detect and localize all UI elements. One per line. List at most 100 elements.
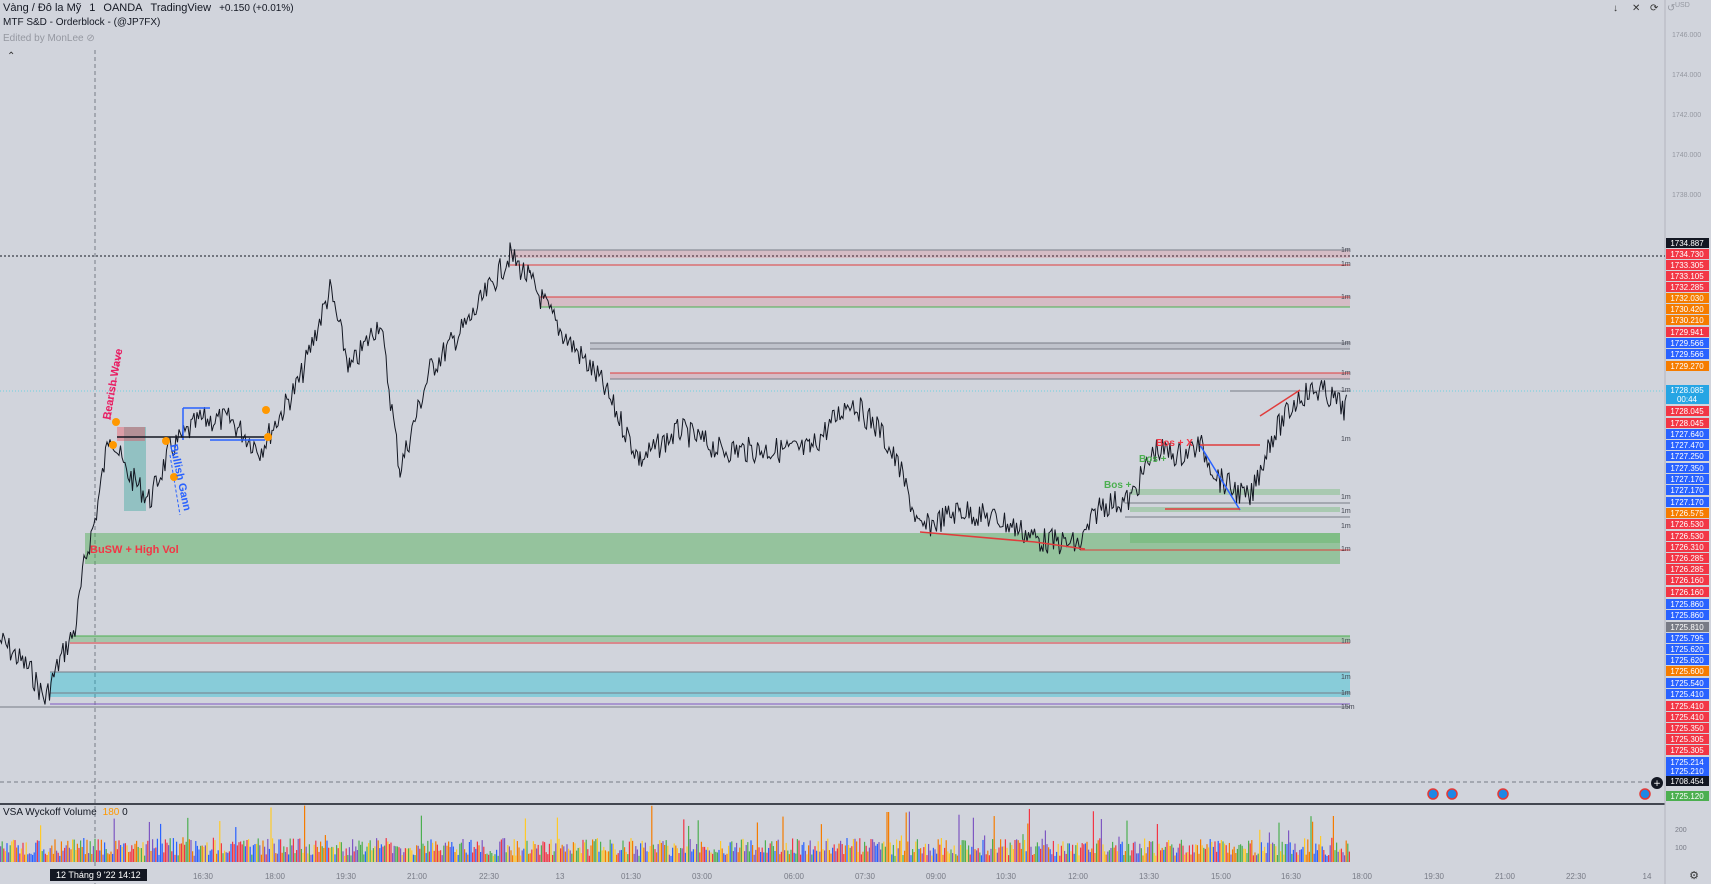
volume-bar <box>1313 853 1315 862</box>
collapse-icon[interactable]: ⌃ <box>7 51 16 62</box>
volume-bar <box>1299 849 1301 862</box>
close-icon[interactable]: ✕ <box>1632 3 1641 14</box>
volume-bar <box>321 846 323 862</box>
arrow-down-icon[interactable]: ↓ <box>1613 3 1618 14</box>
volume-bar <box>984 835 986 862</box>
volume-bar <box>35 842 37 862</box>
volume-bar <box>982 839 984 862</box>
price-label: 1730.420 <box>1670 305 1704 314</box>
volume-bar <box>1307 839 1309 862</box>
refresh-icon[interactable]: ⟳ <box>1650 3 1659 14</box>
zone <box>70 636 1350 642</box>
volume-bar <box>628 841 630 862</box>
volume-bar <box>968 845 970 862</box>
volume-bar <box>1273 844 1275 862</box>
price-label-bg <box>1666 497 1709 507</box>
volume-bar <box>158 854 160 862</box>
zone-timeframe-label: 1m <box>1341 294 1351 301</box>
volume-bar <box>652 844 654 862</box>
price-label-bg <box>1666 553 1709 563</box>
volume-bar <box>1009 842 1011 862</box>
volume-bar <box>808 845 810 862</box>
volume-bar <box>1244 848 1246 862</box>
volume-bar <box>1240 844 1242 862</box>
exchange: OANDA <box>103 2 143 14</box>
indicator-edited[interactable]: Edited by MonLee ⊘ <box>3 33 95 44</box>
volume-bar <box>1225 845 1227 862</box>
volume-bar <box>380 844 382 862</box>
volume-bar <box>606 851 608 862</box>
volume-bar <box>936 853 938 862</box>
pivot-marker <box>170 473 178 481</box>
volume-bar <box>204 845 206 862</box>
volume-bar <box>512 855 514 862</box>
price-label: 00:44 <box>1677 395 1698 404</box>
volume-bar <box>752 845 754 862</box>
volume-bar <box>987 850 989 862</box>
volume-bar <box>268 848 270 862</box>
volume-bar <box>851 846 853 862</box>
volume-bar <box>915 841 917 862</box>
volume-bar <box>721 848 723 862</box>
volume-bar <box>1251 840 1253 862</box>
settings-gear-icon[interactable]: ⚙ <box>1689 870 1699 882</box>
zone <box>117 427 145 441</box>
volume-bar <box>1182 845 1184 862</box>
volume-bar <box>459 843 461 862</box>
price-label: 1726.160 <box>1670 588 1704 597</box>
volume-bar <box>1204 848 1206 862</box>
volume-bar <box>539 854 541 862</box>
volume-bar <box>280 839 282 862</box>
zone-timeframe-label: 1m <box>1341 690 1351 697</box>
volume-bar <box>377 840 379 862</box>
volume-bar <box>916 839 918 862</box>
time-tick: 07:30 <box>855 872 876 881</box>
time-tick: 14 <box>1643 872 1652 881</box>
volume-bar <box>710 852 712 862</box>
volume-bar <box>1169 845 1171 862</box>
volume-bar <box>1180 839 1182 862</box>
volume-bar <box>153 848 155 862</box>
volume-bar <box>561 844 563 862</box>
symbol-name[interactable]: Vàng / Đô la Mỹ <box>3 2 82 14</box>
price-label: 1725.410 <box>1670 713 1704 722</box>
volume-bar <box>1236 848 1238 862</box>
volume-bar <box>952 853 954 862</box>
volume-bar <box>0 846 2 862</box>
volume-bar <box>1163 849 1165 862</box>
volume-bar <box>40 825 42 862</box>
volume-bar <box>462 838 464 862</box>
volume-bar <box>804 850 806 862</box>
volume-bar <box>1118 836 1120 862</box>
undo-icon[interactable]: ↺ <box>1667 3 1676 14</box>
volume-bar <box>142 842 144 862</box>
volume-bar <box>353 851 355 862</box>
volume-bar <box>25 842 27 862</box>
volume-bar <box>1068 843 1070 862</box>
volume-bar <box>1033 853 1035 862</box>
pivot-marker <box>112 418 120 426</box>
volume-bar <box>254 844 256 862</box>
volume-bar <box>1238 844 1240 862</box>
volume-bar <box>809 840 811 862</box>
indicator-mtf-sd[interactable]: MTF S&D - Orderblock - (@JP7FX) <box>3 17 161 28</box>
volume-bar <box>1129 855 1131 862</box>
volume-bar <box>816 850 818 862</box>
volume-bar <box>977 848 979 862</box>
volume-bar <box>632 840 634 862</box>
volume-bar <box>156 838 158 862</box>
volume-bar <box>1092 811 1094 862</box>
volume-bar <box>456 849 458 862</box>
price-label: 1727.250 <box>1670 452 1704 461</box>
interval[interactable]: 1 <box>89 2 96 14</box>
eye-hidden-icon[interactable]: ⊘ <box>86 33 95 44</box>
volume-bar <box>184 844 186 862</box>
volume-bar <box>764 840 766 862</box>
volume-bar <box>160 823 162 862</box>
time-tick: 19:30 <box>336 872 357 881</box>
volume-bar <box>211 849 213 862</box>
volume-bar <box>832 847 834 862</box>
volume-bar <box>1155 855 1157 862</box>
volume-bar <box>1323 849 1325 862</box>
